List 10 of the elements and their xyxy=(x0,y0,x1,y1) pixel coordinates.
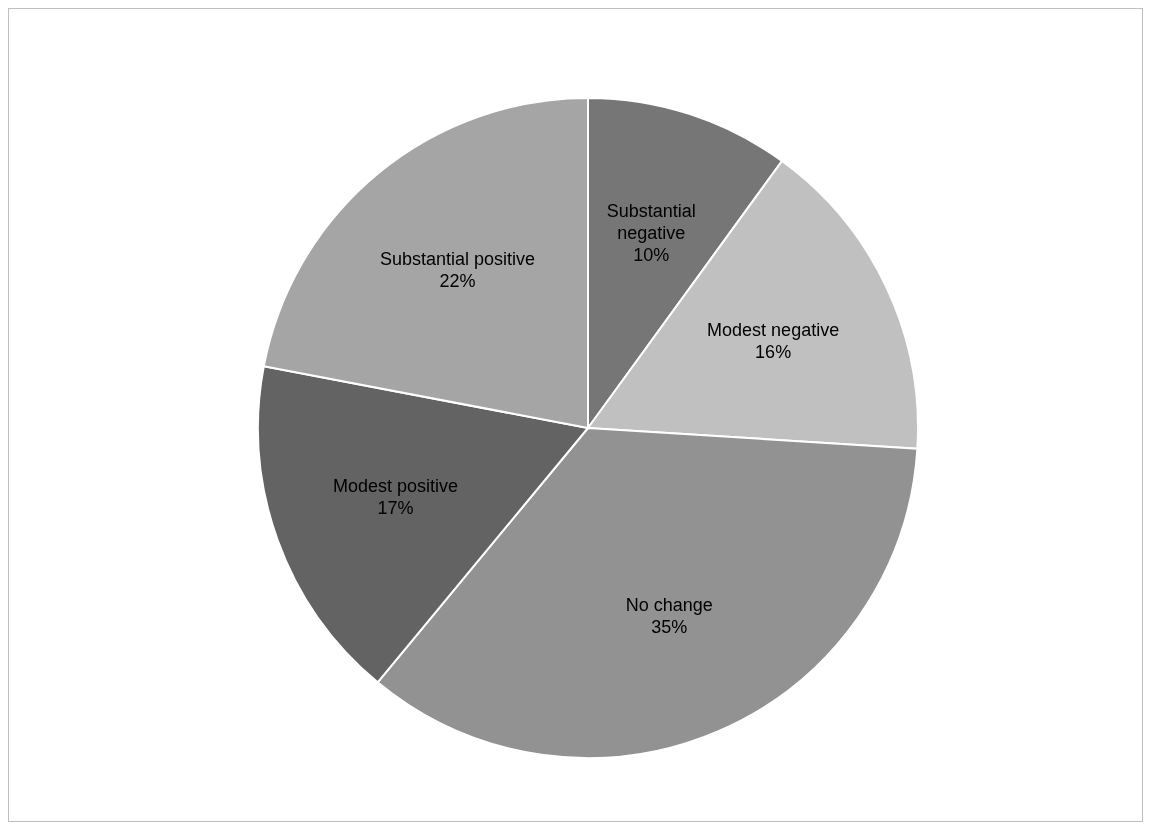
data-label: 35% xyxy=(651,616,688,637)
data-label: 17% xyxy=(377,498,414,519)
data-label: 16% xyxy=(755,341,792,362)
slice-label: Substantial negative xyxy=(606,201,696,244)
slice-label: No change xyxy=(625,594,713,615)
slice-label: Modest positive xyxy=(332,476,459,497)
slice-label: Substantial positive xyxy=(380,249,536,270)
slice-label: Modest negative xyxy=(707,319,840,340)
data-label: 10% xyxy=(633,245,670,266)
data-label: 22% xyxy=(439,271,476,292)
